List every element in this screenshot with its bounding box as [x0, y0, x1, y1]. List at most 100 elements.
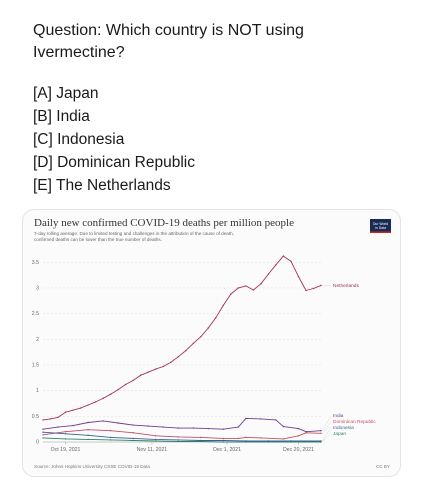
series-point-dominican-republic [222, 437, 225, 440]
series-label-indonesia: Indonesia [333, 425, 354, 431]
series-label-japan: Japan [333, 431, 346, 437]
series-point-dominican-republic [64, 431, 67, 433]
series-point-dominican-republic [200, 436, 202, 439]
series-point-netherlands [72, 409, 74, 411]
option-c: [C] Indonesia [33, 131, 125, 148]
series-point-dominican-republic [42, 434, 44, 436]
series-point-india [275, 419, 277, 421]
chart-title: Daily new confirmed COVID-19 deaths per … [34, 217, 294, 229]
series-label-leader-dominican-republic [322, 421, 332, 434]
series-point-indonesia [87, 434, 89, 437]
y-tick-label: 0.5 [32, 414, 39, 420]
series-point-dominican-republic [177, 436, 179, 438]
series-point-india [282, 425, 285, 428]
series-point-netherlands [162, 365, 164, 368]
answer-options: [A] Japan [B] India [C] Indonesia [D] Do… [33, 82, 195, 197]
series-point-netherlands [94, 401, 97, 403]
series-point-dominican-republic [237, 437, 240, 440]
series-point-dominican-republic [245, 436, 247, 439]
series-point-netherlands [177, 356, 179, 358]
series-label-india: India [333, 413, 344, 419]
series-point-netherlands [79, 407, 82, 409]
series-point-japan [200, 440, 202, 443]
series-point-japan [132, 439, 134, 442]
x-tick-label: Nov 11, 2021 [137, 447, 168, 453]
series-point-netherlands [124, 383, 127, 386]
series-point-netherlands [64, 411, 67, 413]
y-tick-label: 1 [36, 388, 39, 394]
series-point-india [260, 418, 262, 420]
series-point-netherlands [192, 342, 194, 345]
series-point-indonesia [109, 436, 112, 439]
option-a: [A] Japan [33, 85, 99, 102]
series-point-japan [267, 441, 270, 443]
series-point-indonesia [200, 439, 202, 442]
series-point-dominican-republic [260, 437, 262, 439]
series-point-netherlands [267, 273, 270, 275]
series-point-netherlands [109, 393, 112, 395]
series-point-japan [222, 441, 225, 443]
y-tick-label: 2 [36, 337, 39, 343]
series-point-indonesia [42, 431, 44, 433]
chart-subtitle-line-1: 7-day rolling average. Due to limited te… [34, 231, 234, 236]
series-point-dominican-republic [297, 435, 300, 437]
series-point-japan [245, 441, 247, 443]
series-point-dominican-republic [87, 428, 89, 431]
series-point-netherlands [320, 284, 322, 287]
series-point-india [132, 424, 134, 426]
series-point-india [147, 425, 149, 427]
chart-subtitle-line-2: confirmed deaths can be lower than the t… [34, 237, 162, 242]
series-point-netherlands [147, 371, 149, 373]
owid-logo-line-2: in Data [375, 226, 386, 230]
series-point-netherlands [57, 416, 59, 419]
series-point-netherlands [260, 283, 262, 285]
owid-logo: Our World in Data [370, 219, 391, 233]
series-point-netherlands [49, 418, 52, 420]
series-label-dominican-republic: Dominican Republic [333, 419, 376, 425]
series-point-indonesia [267, 440, 270, 442]
series-point-india [297, 427, 300, 430]
license-note: CC BY [376, 464, 390, 469]
series-point-india [117, 422, 119, 424]
owid-logo-stripe [370, 231, 391, 233]
series-point-netherlands [222, 304, 225, 307]
series-point-japan [64, 438, 67, 440]
option-d: [D] Dominican Republic [33, 154, 195, 171]
series-point-dominican-republic [320, 432, 322, 434]
y-tick-label: 3 [36, 286, 39, 292]
series-point-japan [42, 437, 44, 439]
series-point-india [245, 417, 247, 420]
y-axis-ticks: 0 0.5 1 1.5 2 2.5 3 3.5 [32, 260, 39, 446]
source-note: Source: Johns Hopkins University CSSE CO… [34, 464, 150, 469]
series-point-indonesia [155, 438, 157, 441]
y-tick-label: 0 [36, 440, 39, 446]
series-point-netherlands [200, 336, 202, 338]
series-point-netherlands [215, 317, 217, 319]
series-point-japan [109, 439, 112, 441]
series-point-india [305, 431, 307, 433]
series-point-india [177, 427, 179, 429]
series-point-netherlands [312, 287, 315, 290]
series-label-leader-indonesia [322, 427, 332, 442]
series-point-dominican-republic [305, 432, 307, 434]
series-point-netherlands [290, 260, 292, 262]
series-point-dominican-republic [132, 432, 134, 434]
series-point-netherlands [282, 255, 285, 257]
owid-logo-background [370, 219, 391, 233]
series-label-leader-japan [322, 433, 332, 443]
series-point-japan [87, 438, 89, 441]
series-point-netherlands [132, 379, 134, 382]
series-point-netherlands [185, 349, 187, 352]
series-point-netherlands [139, 374, 142, 376]
series-point-netherlands [117, 388, 119, 391]
series-point-japan [320, 441, 322, 443]
series-point-netherlands [230, 293, 232, 295]
series-point-dominican-republic [282, 438, 285, 440]
series-point-india [222, 428, 225, 430]
series-point-indonesia [320, 440, 322, 442]
x-axis-ticks: Oct 19, 2021 Nov 11, 2021 Dec 1, 2021 Dec 2… [51, 442, 314, 453]
series-point-dominican-republic [155, 435, 157, 437]
y-tick-label: 3.5 [32, 260, 39, 266]
option-b: [B] India [33, 108, 90, 125]
